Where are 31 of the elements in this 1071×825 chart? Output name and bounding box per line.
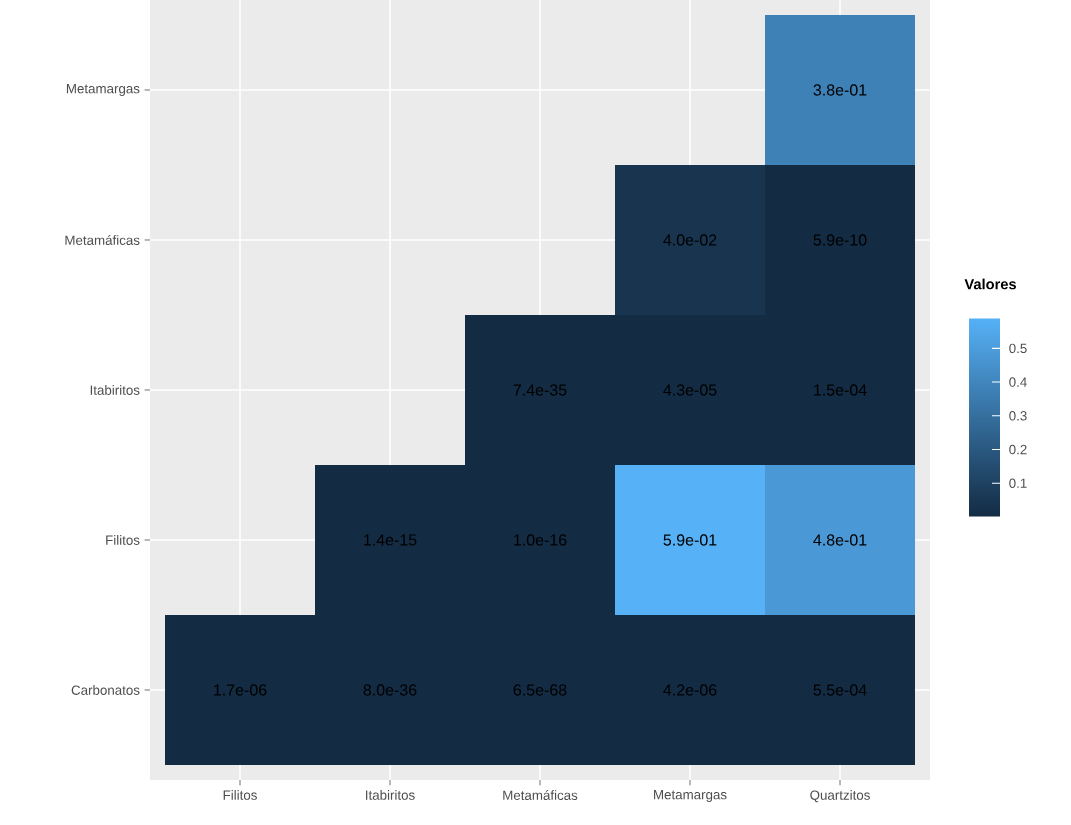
data-label: 1.4e-15 [364, 534, 417, 546]
data-label: 4.2e-06 [663, 684, 717, 696]
y-tick-label: Metamáficas [65, 235, 140, 245]
data-label: 7.4e-35 [513, 384, 567, 396]
data-label: 4.8e-01 [813, 534, 867, 546]
data-label: 3.8e-01 [813, 84, 867, 96]
x-tick-label: Quartzitos [810, 790, 870, 803]
data-label: 1.0e-16 [514, 534, 567, 546]
color-bar-label: 0.4 [1009, 377, 1027, 387]
data-label: 5.9e-01 [663, 534, 717, 546]
data-label: 5.5e-04 [813, 684, 867, 696]
data-label: 4.3e-05 [663, 384, 717, 396]
data-label: 5.9e-10 [813, 234, 867, 246]
y-tick-label: Filitos [106, 535, 140, 545]
x-tick-label: Filitos [223, 790, 257, 800]
color-bar-title: Valores [964, 278, 1016, 290]
y-tick-label: Carbonatos [71, 685, 140, 695]
data-label: 8.0e-36 [363, 684, 417, 696]
color-bar-label: 0.5 [1009, 343, 1027, 354]
data-label: 4.0e-02 [663, 234, 717, 246]
color-bar-label: 0.1 [1009, 478, 1027, 488]
y-tick-label: Metamargas [66, 84, 140, 96]
y-tick-label: Itabiritos [90, 385, 140, 395]
data-label: 1.5e-04 [814, 384, 867, 396]
data-label: 6.5e-68 [513, 684, 567, 696]
color-bar-label: 0.2 [1009, 444, 1027, 455]
x-tick-label: Itabiritos [366, 790, 415, 800]
x-tick-label: Metamargas [654, 790, 727, 802]
color-bar-label: 0.3 [1009, 411, 1027, 421]
data-label: 1.7e-06 [214, 684, 267, 696]
x-tick-label: Metamáficas [503, 790, 578, 800]
